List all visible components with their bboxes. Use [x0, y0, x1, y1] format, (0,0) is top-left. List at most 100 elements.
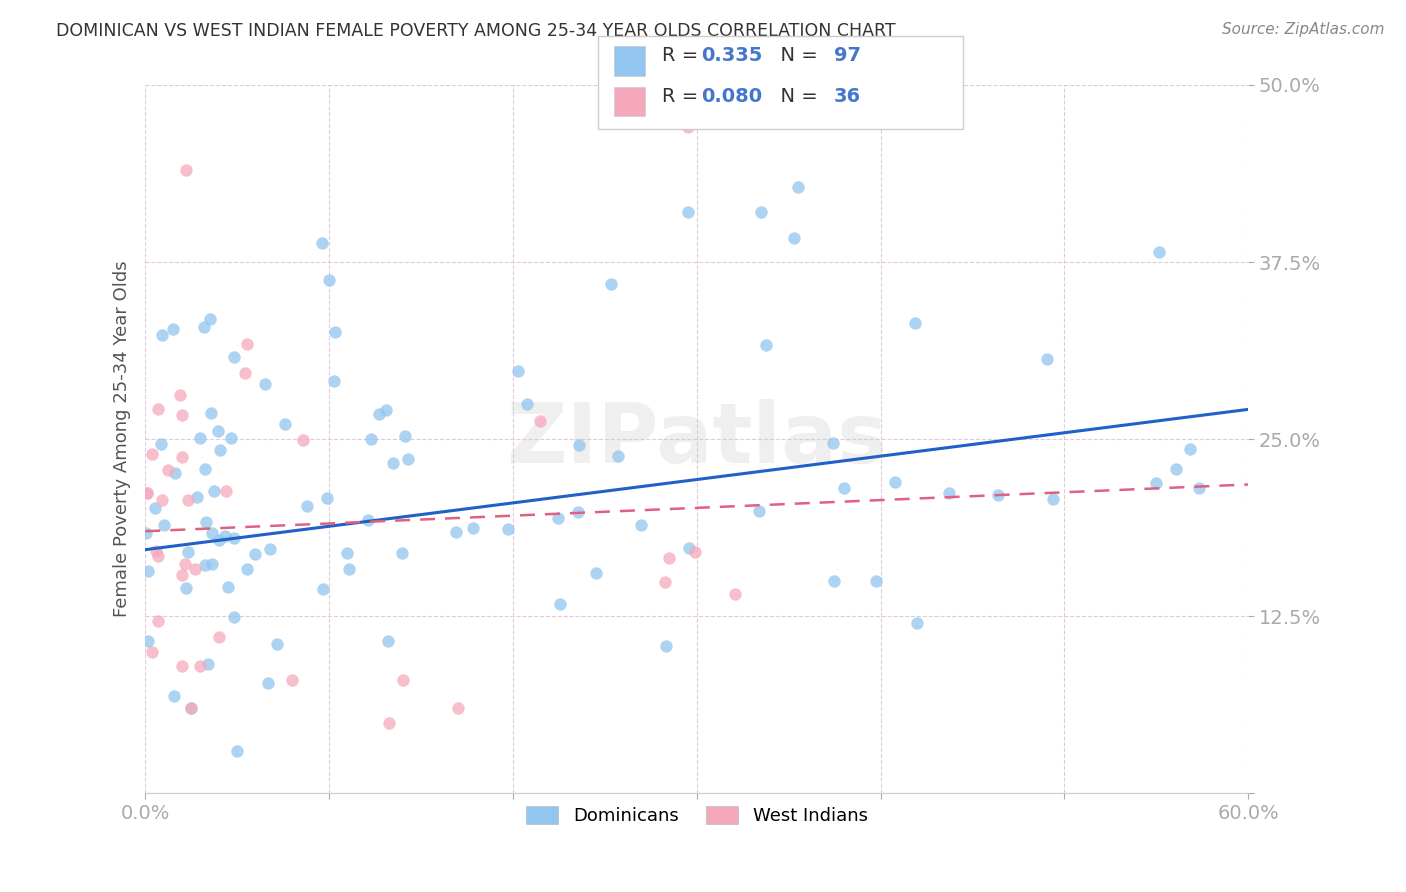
Point — [1188, 481, 1211, 495]
Point — [529, 414, 551, 428]
Point — [174, 557, 197, 571]
Point — [183, 561, 205, 575]
Point — [219, 431, 242, 445]
Point — [208, 443, 231, 458]
Text: N =: N = — [768, 46, 824, 65]
Text: DOMINICAN VS WEST INDIAN FEMALE POVERTY AMONG 25-34 YEAR OLDS CORRELATION CHART: DOMINICAN VS WEST INDIAN FEMALE POVERTY … — [56, 22, 896, 40]
Point — [396, 451, 419, 466]
Point — [447, 701, 470, 715]
Point — [152, 493, 174, 508]
Point — [214, 529, 236, 543]
Point — [748, 504, 770, 518]
Point — [197, 657, 219, 671]
Point — [585, 566, 607, 581]
Point — [547, 511, 569, 525]
Point — [177, 493, 200, 508]
Point — [222, 609, 245, 624]
Point — [153, 518, 176, 533]
Point — [236, 562, 259, 576]
Point — [141, 447, 163, 461]
Point — [391, 546, 413, 560]
Point — [938, 485, 960, 500]
Point — [516, 397, 538, 411]
Point — [253, 377, 276, 392]
Point — [208, 631, 231, 645]
Point — [150, 327, 173, 342]
Point — [162, 322, 184, 336]
Point — [676, 205, 699, 219]
Text: 0.080: 0.080 — [702, 87, 762, 105]
Point — [194, 558, 217, 572]
Point — [360, 432, 382, 446]
Legend: Dominicans, West Indians: Dominicans, West Indians — [517, 797, 876, 834]
Point — [295, 499, 318, 513]
Point — [832, 481, 855, 495]
Point — [201, 526, 224, 541]
Point — [146, 549, 169, 563]
Point — [630, 518, 652, 533]
Point — [1036, 352, 1059, 367]
Point — [311, 236, 333, 251]
Text: 97: 97 — [834, 46, 860, 65]
Point — [683, 544, 706, 558]
Point — [292, 433, 315, 447]
Point — [145, 544, 167, 558]
Point — [654, 575, 676, 590]
Point — [607, 449, 630, 463]
Point — [787, 180, 810, 194]
Point — [174, 581, 197, 595]
Point — [1178, 442, 1201, 457]
Point — [201, 558, 224, 572]
Point — [496, 522, 519, 536]
Point — [337, 561, 360, 575]
Point — [1144, 475, 1167, 490]
Point — [749, 205, 772, 219]
Point — [568, 437, 591, 451]
Point — [136, 486, 159, 500]
Point — [165, 467, 187, 481]
Point — [444, 524, 467, 539]
Point — [382, 456, 405, 470]
Point — [157, 463, 180, 477]
Point — [150, 437, 173, 451]
Point — [174, 163, 197, 178]
Point — [215, 483, 238, 498]
Y-axis label: Female Poverty Among 25-34 Year Olds: Female Poverty Among 25-34 Year Olds — [114, 260, 131, 617]
Text: R =: R = — [662, 87, 704, 105]
Point — [567, 505, 589, 519]
Point — [783, 231, 806, 245]
Point — [461, 521, 484, 535]
Point — [884, 475, 907, 489]
Text: ZIPatlas: ZIPatlas — [506, 399, 887, 480]
Point — [312, 582, 335, 596]
Point — [233, 366, 256, 380]
Point — [905, 616, 928, 631]
Text: Source: ZipAtlas.com: Source: ZipAtlas.com — [1222, 22, 1385, 37]
Point — [170, 450, 193, 465]
Point — [823, 436, 845, 450]
Point — [200, 406, 222, 420]
Point — [146, 615, 169, 629]
Point — [225, 744, 247, 758]
Point — [865, 574, 887, 588]
Point — [259, 542, 281, 557]
Point — [378, 715, 401, 730]
Point — [336, 545, 359, 559]
Point — [257, 676, 280, 690]
Point — [170, 567, 193, 582]
Point — [506, 364, 529, 378]
Point — [318, 273, 340, 287]
Point — [194, 515, 217, 529]
Point — [243, 547, 266, 561]
Point — [676, 120, 699, 135]
Point — [367, 407, 389, 421]
Point — [281, 673, 304, 687]
Point — [377, 634, 399, 648]
Point — [823, 574, 845, 588]
Point — [375, 403, 398, 417]
Point — [136, 486, 159, 500]
Point — [194, 462, 217, 476]
Point — [1166, 461, 1188, 475]
Point — [323, 325, 346, 339]
Text: 0.335: 0.335 — [702, 46, 763, 65]
